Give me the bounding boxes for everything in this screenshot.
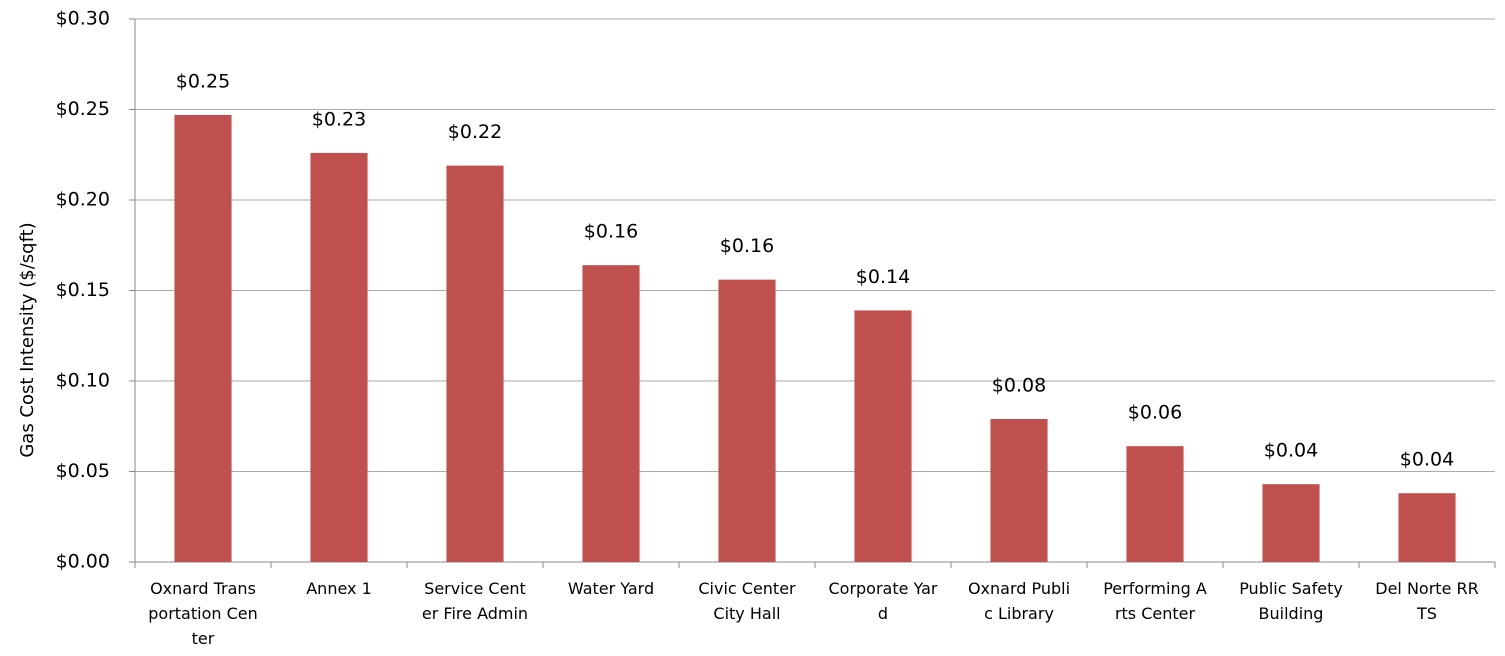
x-tick-label: Corporate Yard — [828, 579, 938, 623]
y-tick-label: $0.05 — [56, 460, 110, 482]
data-label: $0.16 — [584, 221, 638, 243]
x-tick-label: Del Norte RRTS — [1375, 579, 1479, 623]
bar — [582, 265, 640, 562]
bar — [174, 114, 232, 563]
x-tick-label: Annex 1 — [306, 579, 372, 598]
x-tick-label: Service Center Fire Admin — [421, 579, 529, 623]
y-tick-label: $0.30 — [56, 8, 110, 30]
y-tick-label: $0.00 — [56, 551, 110, 573]
x-tick-label: Water Yard — [567, 579, 655, 598]
data-label: $0.04 — [1400, 449, 1454, 471]
data-label: $0.14 — [856, 266, 910, 288]
data-label: $0.16 — [720, 235, 774, 257]
bar — [854, 310, 912, 562]
bar — [718, 279, 776, 562]
y-tick-label: $0.20 — [56, 189, 110, 211]
data-label: $0.04 — [1264, 440, 1318, 462]
x-tick-label: Civic Center City Hall — [698, 579, 796, 623]
bar — [446, 165, 504, 563]
bar — [1262, 484, 1320, 562]
x-tick-label: Performing Arts Center — [1103, 579, 1207, 623]
bar — [1398, 493, 1456, 562]
bar — [990, 419, 1048, 562]
data-label: $0.08 — [992, 375, 1046, 397]
bar — [1126, 446, 1184, 562]
y-tick-label: $0.25 — [56, 98, 110, 120]
x-tick-label: Oxnard Transportation Center — [148, 579, 258, 648]
data-label: $0.22 — [448, 121, 502, 143]
data-label: $0.23 — [312, 108, 366, 130]
data-label: $0.25 — [176, 70, 230, 92]
x-tick-label: Oxnard Public Library — [967, 579, 1071, 623]
y-axis-label: Gas Cost Intensity ($/sqft) — [17, 222, 38, 457]
x-tick-label: Public Safety Building — [1239, 579, 1343, 623]
data-label: $0.06 — [1128, 402, 1182, 424]
y-tick-label: $0.15 — [56, 279, 110, 301]
y-tick-label: $0.10 — [56, 370, 110, 392]
bar — [310, 152, 368, 562]
